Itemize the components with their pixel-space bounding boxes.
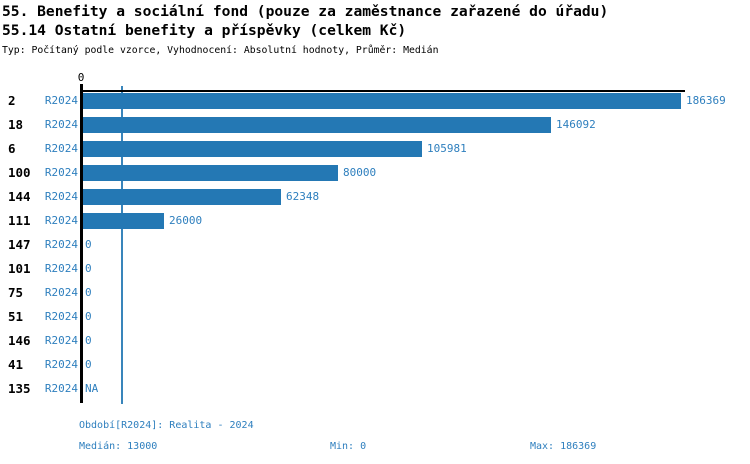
bar-row: 144 R2024 62348: [0, 189, 750, 205]
bar-row: 6 R2024 105981: [0, 141, 750, 157]
bar-row: 135 R2024 NA: [0, 381, 750, 397]
bar: [80, 141, 422, 157]
bar-value-label: 62348: [286, 190, 320, 203]
row-period-label: R2024: [44, 238, 78, 251]
row-period-label: R2024: [44, 214, 78, 227]
row-category-label: 18: [8, 117, 24, 132]
row-category-label: 41: [8, 357, 24, 372]
median-line: [121, 86, 123, 404]
row-category-label: 147: [8, 237, 31, 252]
bar-value-label: 146092: [556, 118, 596, 131]
bar-value-label: NA: [85, 382, 99, 395]
row-period-label: R2024: [44, 118, 78, 131]
row-category-label: 101: [8, 261, 31, 276]
bar-row: 147 R2024 0: [0, 237, 750, 253]
x-axis-zero-tick-label: 0: [77, 71, 85, 84]
chart-title-line1: 55. Benefity a sociální fond (pouze za z…: [2, 3, 609, 20]
bar-value-label: 0: [85, 238, 92, 251]
y-axis-line: [80, 84, 83, 403]
row-period-label: R2024: [44, 142, 78, 155]
x-axis-line: [80, 90, 685, 92]
row-period-label: R2024: [44, 286, 78, 299]
bar-row: 146 R2024 0: [0, 333, 750, 349]
bar-row: 41 R2024 0: [0, 357, 750, 373]
bar-row: 51 R2024 0: [0, 309, 750, 325]
bar-value-label: 80000: [343, 166, 377, 179]
bar: [80, 93, 681, 109]
bar-value-label: 105981: [427, 142, 467, 155]
row-category-label: 146: [8, 333, 31, 348]
bar-value-label: 0: [85, 286, 92, 299]
row-category-label: 75: [8, 285, 24, 300]
footer-min-label: Min: 0: [330, 441, 367, 452]
row-period-label: R2024: [44, 382, 78, 395]
row-period-label: R2024: [44, 166, 78, 179]
row-category-label: 6: [8, 141, 16, 156]
row-category-label: 51: [8, 309, 24, 324]
footer-median-label: Medián: 13000: [79, 441, 158, 452]
footer-period-label: Období[R2024]: Realita - 2024: [79, 420, 254, 431]
bar: [80, 213, 164, 229]
bar-row: 100 R2024 80000: [0, 165, 750, 181]
row-period-label: R2024: [44, 262, 78, 275]
row-category-label: 135: [8, 381, 31, 396]
bar-row: 18 R2024 146092: [0, 117, 750, 133]
row-category-label: 2: [8, 93, 16, 108]
bar-value-label: 26000: [169, 214, 203, 227]
bar-value-label: 0: [85, 310, 92, 323]
row-category-label: 100: [8, 165, 31, 180]
bar-value-label: 186369: [686, 94, 726, 107]
bar: [80, 165, 338, 181]
row-category-label: 111: [8, 213, 31, 228]
row-period-label: R2024: [44, 310, 78, 323]
row-category-label: 144: [8, 189, 31, 204]
bar-value-label: 0: [85, 334, 92, 347]
row-period-label: R2024: [44, 190, 78, 203]
bar-row: 101 R2024 0: [0, 261, 750, 277]
footer-max-label: Max: 186369: [530, 441, 597, 452]
bar-row: 2 R2024 186369: [0, 93, 750, 109]
row-period-label: R2024: [44, 358, 78, 371]
bar: [80, 117, 551, 133]
row-period-label: R2024: [44, 94, 78, 107]
bar-value-label: 0: [85, 262, 92, 275]
chart-title-line2: 55.14 Ostatní benefity a příspěvky (celk…: [2, 22, 407, 39]
bar-row: 75 R2024 0: [0, 285, 750, 301]
chart-subtitle: Typ: Počítaný podle vzorce, Vyhodnocení:…: [2, 45, 439, 56]
bar-row: 111 R2024 26000: [0, 213, 750, 229]
bar-value-label: 0: [85, 358, 92, 371]
row-period-label: R2024: [44, 334, 78, 347]
bar: [80, 189, 281, 205]
